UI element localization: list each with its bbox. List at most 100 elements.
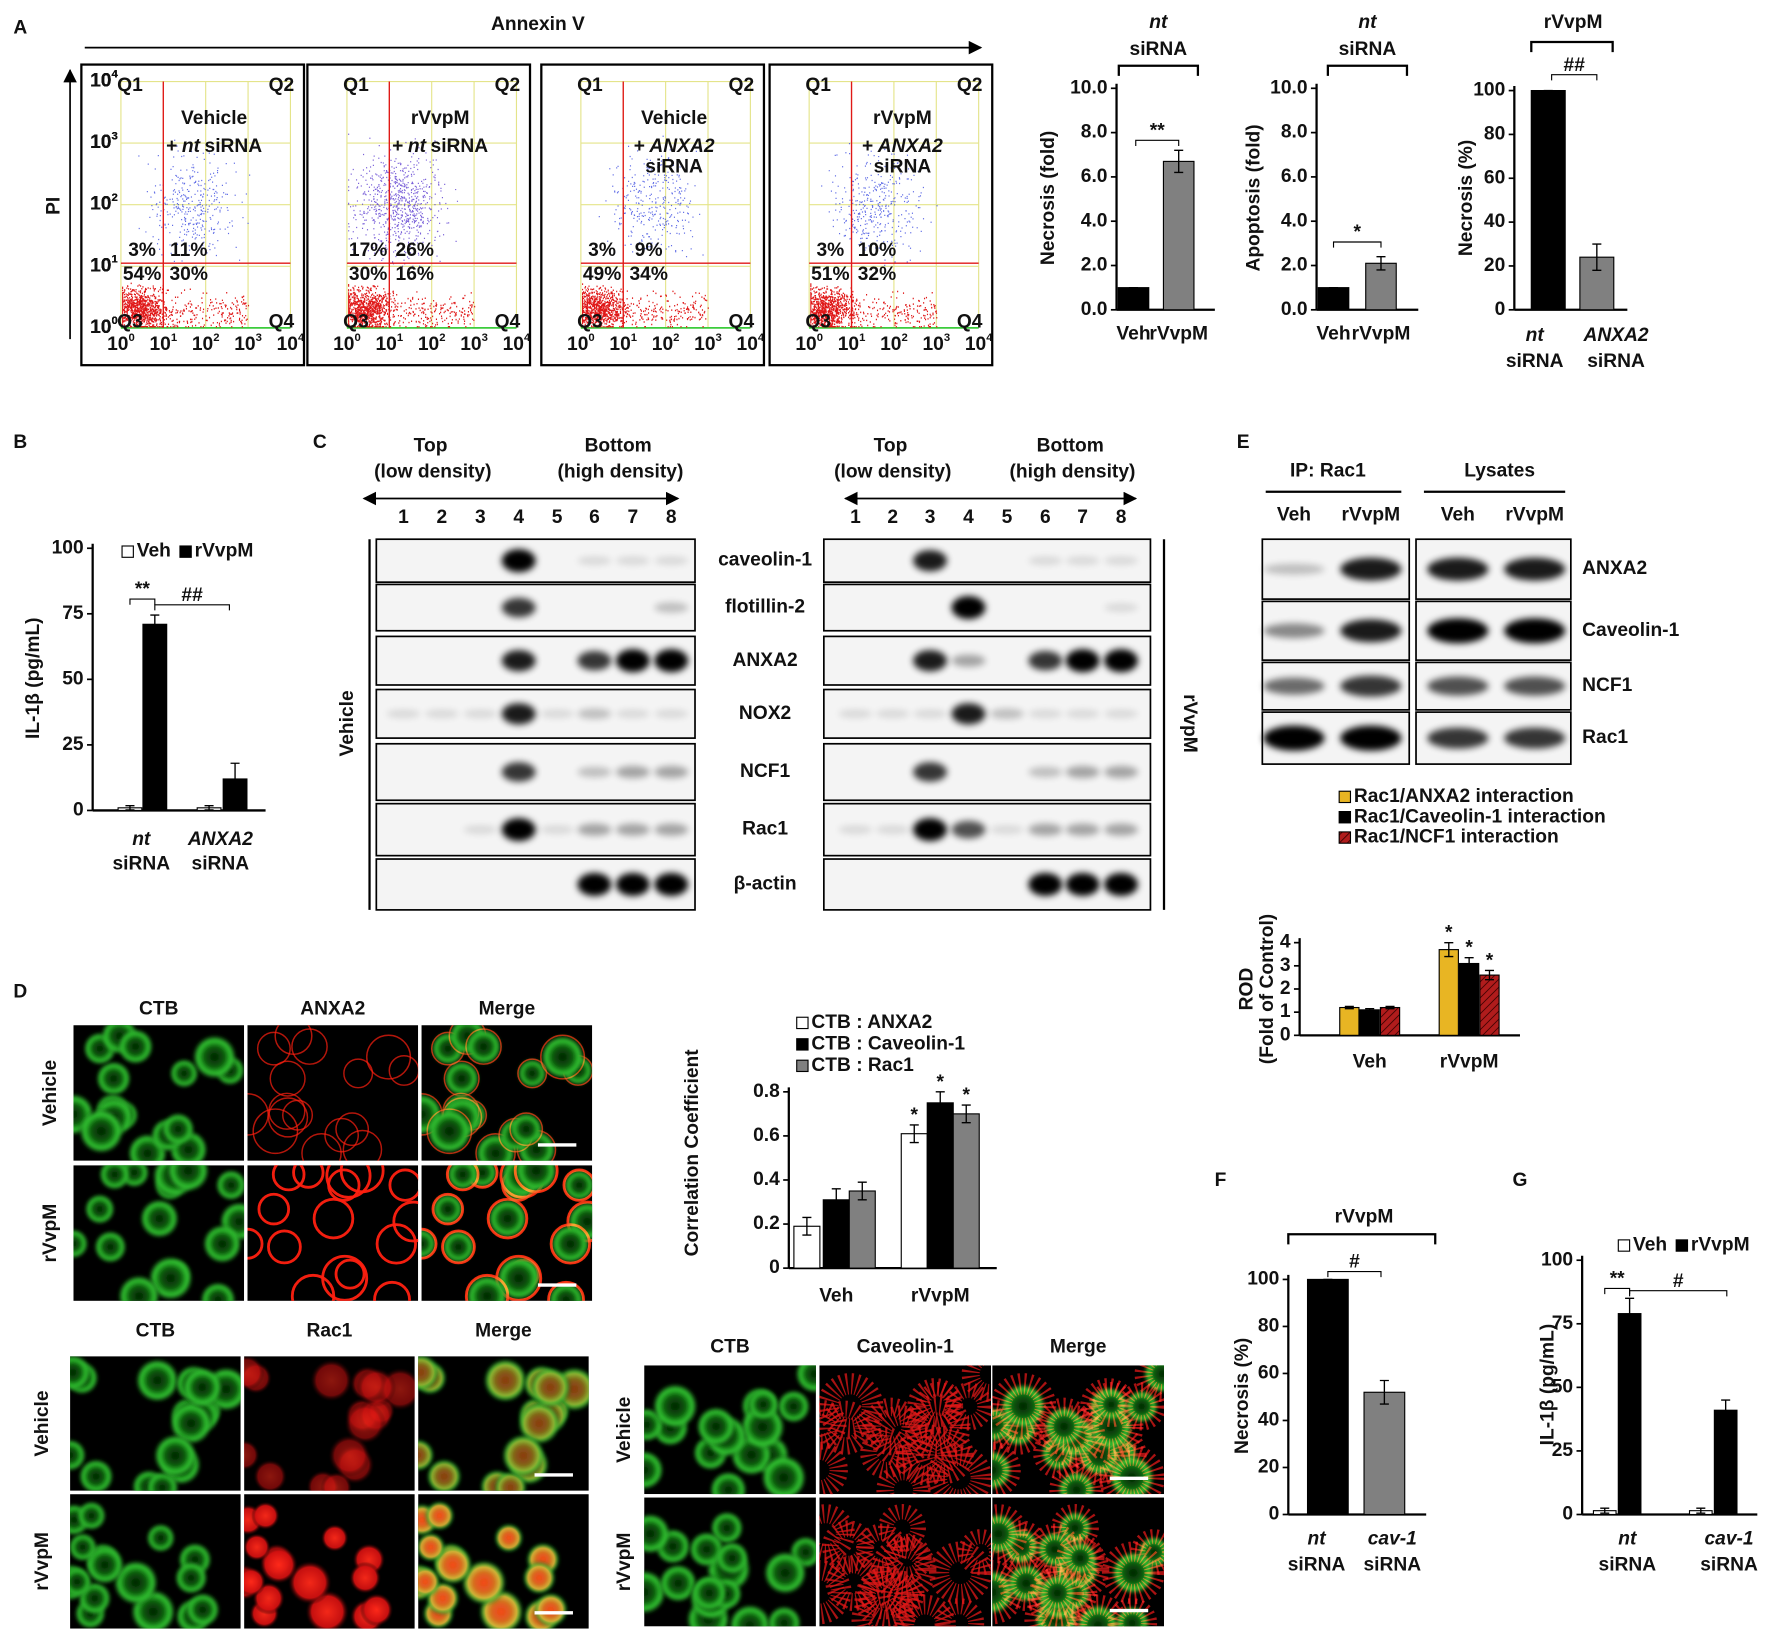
cell-red <box>1043 1536 1110 1603</box>
x-tick-label: rVvpM <box>911 1285 970 1306</box>
cell-green <box>766 1605 802 1627</box>
cell-red <box>375 1223 417 1265</box>
axis-tick-label: 103 <box>90 130 118 153</box>
cell-green <box>760 1454 808 1495</box>
band <box>875 825 910 834</box>
column-header: ANXA2 <box>300 998 365 1019</box>
panel-label: B <box>13 432 27 453</box>
condition-label: + ANXA2 <box>862 136 943 157</box>
cell-red <box>292 1165 325 1189</box>
y-axis-title: IL-1β (pg/mL) <box>1537 1324 1558 1446</box>
y-tick-label: 100 <box>1541 1249 1573 1270</box>
bracket <box>129 598 156 605</box>
cell-red <box>540 1034 586 1080</box>
quadrant-label: Q3 <box>577 311 603 332</box>
lane-number: 8 <box>1116 507 1127 528</box>
tick-exponent: 0 <box>112 315 118 327</box>
band <box>1504 618 1566 644</box>
axis-tick-label: 100 <box>795 332 823 355</box>
significance-mark: * <box>962 1085 970 1106</box>
cell-red <box>388 1168 419 1202</box>
cell-red <box>915 1381 962 1428</box>
band <box>1104 556 1139 565</box>
cell-green <box>169 1058 200 1089</box>
legend-label: Rac1/ANXA2 interaction <box>1354 786 1574 807</box>
micrograph <box>244 1494 415 1629</box>
cell-green <box>95 1060 132 1097</box>
condition-label: rVvpM <box>873 108 932 129</box>
axis-tick-label: 104 <box>90 69 118 92</box>
tick-exponent: 4 <box>112 69 119 81</box>
band <box>1263 623 1325 639</box>
quadrant-percent: 3% <box>816 240 844 261</box>
error-bar <box>1379 1379 1389 1405</box>
x-tick-label: rVvpM <box>1149 324 1208 345</box>
y-tick-label: 4.0 <box>1081 210 1108 231</box>
legend-label: Veh <box>1633 1235 1667 1256</box>
legend-swatch <box>1338 790 1352 804</box>
band <box>1263 725 1325 751</box>
cell-green <box>651 1382 699 1430</box>
lane-number: 6 <box>1040 507 1051 528</box>
axis-tick-label: 104 <box>277 332 305 355</box>
column-header: Merge <box>1050 1336 1107 1357</box>
protein-label: Caveolin-1 <box>1582 620 1679 641</box>
axis-tick-label: 101 <box>90 253 118 276</box>
lane-number: 7 <box>628 507 639 528</box>
micrograph <box>247 1025 419 1161</box>
band <box>1104 709 1139 719</box>
y-tick-label: 25 <box>62 734 84 755</box>
row-label: Vehicle <box>40 1060 61 1127</box>
y-tick-label: 100 <box>1473 80 1505 101</box>
bar <box>1363 1391 1406 1516</box>
condition-text: siRNA <box>874 156 932 177</box>
tick-exponent: 4 <box>112 69 119 81</box>
cell-green <box>762 1550 808 1596</box>
group-label: siRNA <box>1339 39 1397 60</box>
cell-green <box>112 1559 160 1606</box>
cell-red <box>388 1055 419 1086</box>
cell-red <box>486 1197 529 1240</box>
cell-red <box>878 1503 926 1552</box>
band <box>463 825 498 834</box>
lane-number: 8 <box>666 507 677 528</box>
bar <box>1317 287 1350 311</box>
legend-swatch <box>121 545 134 558</box>
blot-frame <box>822 802 1152 857</box>
cell-green <box>509 1112 544 1147</box>
axis-tick-label: 101 <box>838 332 866 355</box>
cell-red <box>291 1028 328 1065</box>
band <box>501 818 536 842</box>
cell-red <box>819 1399 847 1450</box>
tick-exponent: 2 <box>673 332 679 344</box>
tick-exponent: 1 <box>112 253 118 265</box>
tick-base: 10 <box>90 255 111 276</box>
error-bar <box>1600 1507 1610 1514</box>
cell-red <box>1035 1397 1093 1456</box>
cell-red <box>934 1598 985 1627</box>
axis-tick-label: 102 <box>192 332 220 355</box>
cell-red <box>271 1165 306 1192</box>
tick-base: 10 <box>333 334 354 355</box>
lane-number: 6 <box>589 507 600 528</box>
quadrant-label: Q3 <box>117 311 143 332</box>
legend-label: Rac1/NCF1 interaction <box>1354 827 1559 848</box>
event-dots <box>598 135 704 258</box>
cell-red <box>426 1108 473 1155</box>
condition-text: nt <box>408 136 428 157</box>
lane-number: 1 <box>850 507 861 528</box>
band <box>654 649 689 673</box>
significance-mark: ** <box>1150 120 1165 141</box>
y-tick-label: 2 <box>1280 978 1291 999</box>
quadrant-percent: 49% <box>583 264 621 285</box>
tick-base: 10 <box>234 334 255 355</box>
axis-tick-label: 102 <box>880 332 908 355</box>
band <box>1427 618 1489 644</box>
cell-red <box>252 1108 299 1155</box>
quadrant-percent: 34% <box>629 264 667 285</box>
cell-red <box>320 1523 349 1553</box>
condition-label: + nt siRNA <box>166 136 262 157</box>
band <box>501 597 536 618</box>
quadrant-percent: 3% <box>588 240 616 261</box>
group-header: Lysates <box>1464 460 1535 481</box>
